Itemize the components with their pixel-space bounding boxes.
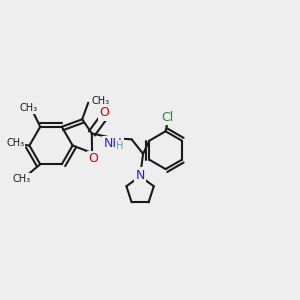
Text: Cl: Cl — [161, 111, 173, 124]
Text: N: N — [135, 169, 145, 182]
Text: CH₃: CH₃ — [12, 174, 30, 184]
Text: CH₃: CH₃ — [6, 138, 24, 148]
Text: NH: NH — [104, 137, 122, 150]
Text: CH₃: CH₃ — [19, 103, 37, 112]
Text: H: H — [116, 141, 123, 151]
Text: O: O — [89, 152, 98, 165]
Text: CH₃: CH₃ — [92, 96, 110, 106]
Text: O: O — [100, 106, 109, 119]
